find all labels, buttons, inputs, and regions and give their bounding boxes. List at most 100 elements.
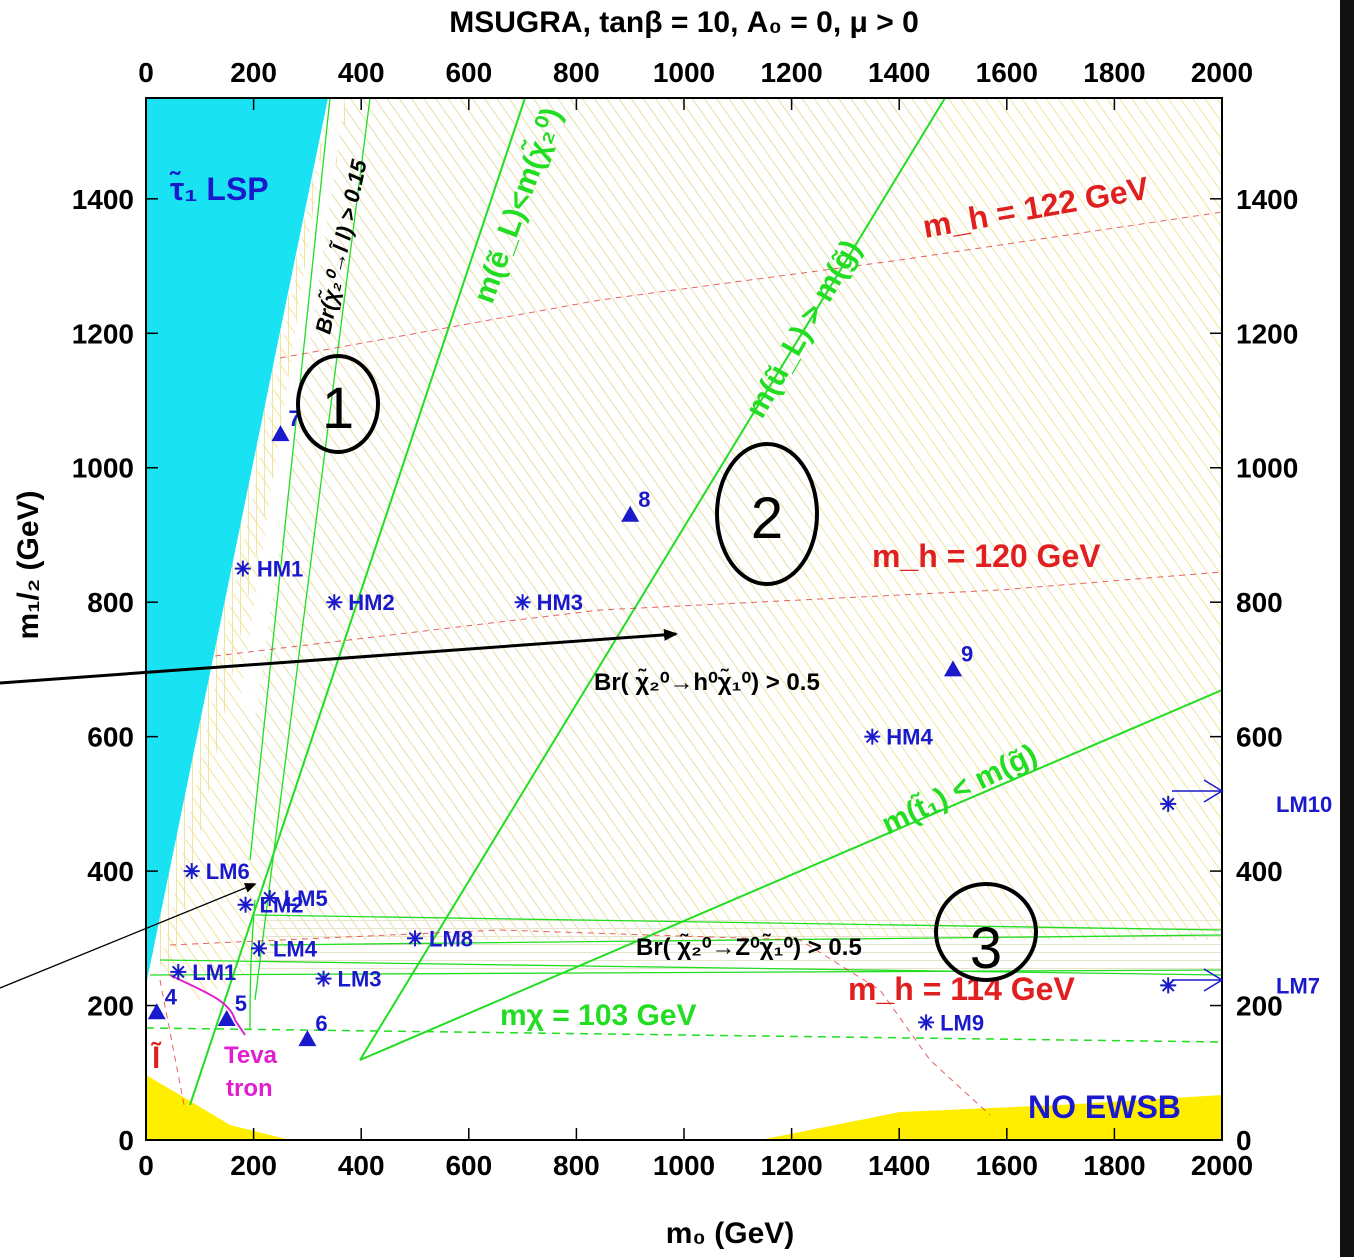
- tevatron-label-1: Teva: [224, 1042, 278, 1069]
- benchmark-star-lm8: [407, 930, 423, 947]
- horizontal-hatch-band: [260, 915, 1222, 975]
- x-tick-label-top: 1400: [868, 57, 930, 88]
- benchmark-star-lm7: [1160, 977, 1177, 994]
- x-tick-label-top: 800: [553, 57, 600, 88]
- circle-annotation-2: [715, 442, 819, 586]
- benchmark-label-lm5: LM5: [284, 886, 328, 911]
- benchmark-star-lm5: [261, 889, 278, 906]
- y-tick-label-right: 600: [1236, 722, 1283, 753]
- x-tick-label-top: 2000: [1191, 57, 1253, 88]
- benchmark-triangle-8: [621, 505, 640, 522]
- triangle-label-5: 5: [235, 991, 247, 1016]
- triangle-label-9: 9: [961, 641, 973, 666]
- right-edge-bar: [1340, 0, 1354, 1257]
- x-tick-label-bottom: 0: [138, 1150, 154, 1181]
- tevatron-label-2: tron: [226, 1075, 273, 1102]
- x-tick-label-bottom: 1400: [868, 1150, 930, 1181]
- benchmark-star-hm3: [514, 594, 531, 611]
- y-tick-label-right: 400: [1236, 856, 1283, 887]
- annotation-arrow-short: [0, 883, 257, 989]
- y-tick-label-left: 1000: [72, 453, 134, 484]
- hatched-region-b: [240, 98, 950, 940]
- circle-number-2: 2: [751, 486, 783, 551]
- y-tick-label-right: 0: [1236, 1125, 1252, 1156]
- mchi-label: mχ = 103 GeV: [500, 999, 697, 1032]
- no-ewsb-region-right: [760, 1095, 1222, 1140]
- benchmark-star-hm2: [326, 594, 343, 611]
- x-tick-label-top: 200: [230, 57, 277, 88]
- x-tick-label-bottom: 600: [445, 1150, 492, 1181]
- benchmark-label-hm4: HM4: [886, 725, 933, 750]
- triangle-label-6: 6: [315, 1011, 327, 1036]
- annotation-arrow-long: [0, 628, 678, 685]
- benchmark-star-lm6: [183, 863, 200, 880]
- benchmark-label-lm9: LM9: [940, 1010, 984, 1035]
- x-tick-label-top: 400: [338, 57, 385, 88]
- benchmark-triangle-6: [298, 1030, 317, 1047]
- y-tick-label-right: 800: [1236, 587, 1283, 618]
- x-tick-label-bottom: 200: [230, 1150, 277, 1181]
- plot-regions: [146, 98, 1222, 1140]
- benchmark-star-hm4: [864, 728, 881, 745]
- benchmark-label-lm6: LM6: [206, 859, 250, 884]
- benchmark-star-lm9: [918, 1014, 935, 1031]
- benchmark-star-lm1: [170, 963, 187, 980]
- mh114-label: m_h = 114 GeV: [848, 971, 1075, 1007]
- circle-annotation-1: [296, 354, 380, 454]
- y-tick-label-right: 1200: [1236, 318, 1298, 349]
- x-tick-label-top: 1000: [653, 57, 715, 88]
- y-tick-label-left: 1400: [72, 184, 134, 215]
- benchmark-label-lm4: LM4: [273, 936, 318, 961]
- y-tick-label-left: 200: [87, 991, 134, 1022]
- benchmark-label-lm3: LM3: [338, 967, 382, 992]
- circle-number-1: 1: [322, 376, 354, 441]
- circle-annotation-3: [934, 882, 1038, 982]
- mh120-label: m_h = 120 GeV: [872, 538, 1101, 574]
- x-tick-label-bottom: 1200: [760, 1150, 822, 1181]
- stau-lsp-label: τ̃₁ LSP: [169, 171, 268, 207]
- x-tick-label-bottom: 800: [553, 1150, 600, 1181]
- benchmark-triangle-9: [944, 660, 962, 677]
- br-higgs-label: Br( χ̃₂⁰→h⁰χ̃₁⁰) > 0.5: [594, 668, 820, 696]
- x-tick-label-bottom: 1000: [653, 1150, 715, 1181]
- x-tick-label-bottom: 1600: [976, 1150, 1038, 1181]
- y-tick-label-left: 600: [87, 722, 134, 753]
- benchmark-star-lm4: [250, 940, 267, 957]
- x-axis-label: m₀ (GeV): [666, 1217, 795, 1250]
- y-tick-label-left: 800: [87, 587, 134, 618]
- benchmark-triangle-7: [271, 425, 290, 442]
- y-tick-label-left: 0: [118, 1125, 134, 1156]
- y-tick-label-right: 200: [1236, 991, 1283, 1022]
- y-tick-label-left: 1200: [72, 318, 134, 349]
- x-tick-label-top: 1200: [760, 57, 822, 88]
- no-ewsb-region: [146, 1075, 290, 1140]
- stau-lsp-region: [146, 98, 328, 985]
- benchmark-label-lm8: LM8: [429, 926, 473, 951]
- benchmark-label-hm1: HM1: [257, 557, 303, 582]
- chart-title: MSUGRA, tanβ = 10, A₀ = 0, μ > 0: [449, 6, 919, 39]
- axis-ticks: 0020020040040060060080080010001000120012…: [72, 57, 1299, 1181]
- x-tick-label-top: 600: [445, 57, 492, 88]
- benchmark-star-lm3: [315, 970, 332, 987]
- triangle-label-4: 4: [165, 984, 178, 1009]
- benchmark-label-hm3: HM3: [537, 590, 583, 615]
- triangle-label-8: 8: [638, 487, 650, 512]
- benchmark-label-lm10: LM10: [1276, 792, 1332, 817]
- benchmark-label-lm7: LM7: [1276, 973, 1320, 998]
- benchmark-triangle-4: [147, 1003, 166, 1020]
- benchmark-markers: HM1 HM2 HM3 HM4 LM1 LM2 LM3 LM4 LM5 LM6 LM7 LM8 LM9 L…: [147, 406, 1332, 1047]
- slepton-label: l̃: [151, 1041, 162, 1075]
- benchmark-label-lm1: LM1: [192, 960, 236, 985]
- y-tick-label-right: 1400: [1236, 184, 1298, 215]
- no-ewsb-label: NO EWSB: [1028, 1089, 1181, 1125]
- y-tick-label-left: 400: [87, 856, 134, 887]
- tevatron-curve: [169, 974, 246, 1036]
- circle-number-3: 3: [970, 916, 1002, 981]
- br-z-label: Br( χ̃₂⁰→Z⁰χ̃₁⁰) > 0.5: [636, 933, 862, 961]
- x-tick-label-top: 1600: [976, 57, 1038, 88]
- y-axis-label: m₁/₂ (GeV): [12, 490, 45, 639]
- benchmark-star-lm10: [1160, 795, 1177, 812]
- lm-side-arrows: [1172, 779, 1224, 992]
- x-tick-label-bottom: 2000: [1191, 1150, 1253, 1181]
